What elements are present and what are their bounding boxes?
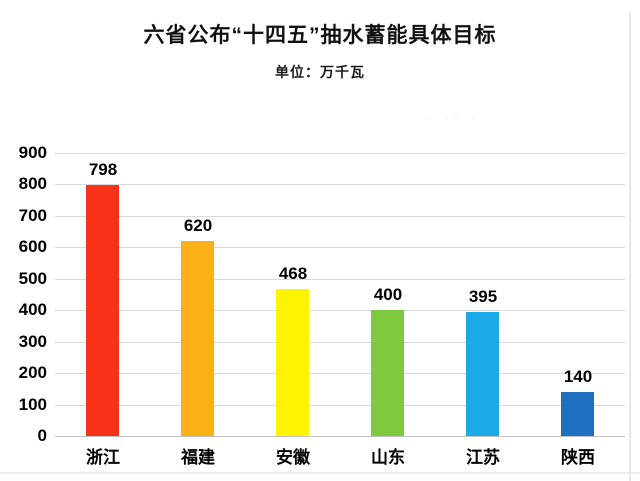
- ytick-label-400: 400: [18, 300, 47, 319]
- bottom-divider-line: [0, 472, 640, 474]
- ytick-label-500: 500: [18, 269, 47, 288]
- bar-value-label: 395: [468, 287, 498, 306]
- ytick-label-600: 600: [18, 237, 47, 256]
- bar-value-label: 620: [183, 216, 213, 235]
- xtick-label-安徽: 安徽: [276, 448, 310, 467]
- gridline-y200: [55, 373, 625, 374]
- bar-value-label: 140: [563, 367, 593, 386]
- gridline-y100: [55, 405, 625, 406]
- xtick-label-江苏: 江苏: [466, 448, 500, 467]
- gridline-y900: [55, 153, 625, 154]
- xtick-label-浙江: 浙江: [86, 448, 120, 467]
- gridline-y400: [55, 310, 625, 311]
- ytick-label-800: 800: [18, 174, 47, 193]
- ytick-label-700: 700: [18, 206, 47, 225]
- xtick-label-福建: 福建: [181, 448, 215, 467]
- gridline-y800: [55, 184, 625, 185]
- faint-watermark: · ·· ·: [428, 112, 481, 122]
- bar-山东: [371, 310, 404, 436]
- xtick-label-山东: 山东: [371, 448, 405, 467]
- gridline-y0: [55, 436, 625, 437]
- bar-江苏: [466, 312, 499, 436]
- gridline-y300: [55, 342, 625, 343]
- ytick-label-100: 100: [18, 395, 47, 414]
- bar-value-label: 468: [278, 264, 308, 283]
- right-border-line: [629, 12, 631, 481]
- bar-陕西: [561, 392, 594, 436]
- bar-安徽: [276, 289, 309, 436]
- ytick-label-0: 0: [37, 426, 47, 445]
- bar-value-label: 400: [373, 285, 403, 304]
- chart-unit-label: 单位：万千瓦: [275, 64, 365, 80]
- bar-浙江: [86, 185, 119, 436]
- xtick-label-陕西: 陕西: [561, 448, 595, 467]
- bar-福建: [181, 241, 214, 436]
- bar-value-label: 798: [88, 160, 118, 179]
- chart-title: 六省公布“十四五”抽水蓄能具体目标: [143, 24, 497, 47]
- ytick-label-200: 200: [18, 363, 47, 382]
- gridline-y500: [55, 279, 625, 280]
- gridline-y600: [55, 247, 625, 248]
- ytick-label-900: 900: [18, 143, 47, 162]
- ytick-label-300: 300: [18, 332, 47, 351]
- gridline-y700: [55, 216, 625, 217]
